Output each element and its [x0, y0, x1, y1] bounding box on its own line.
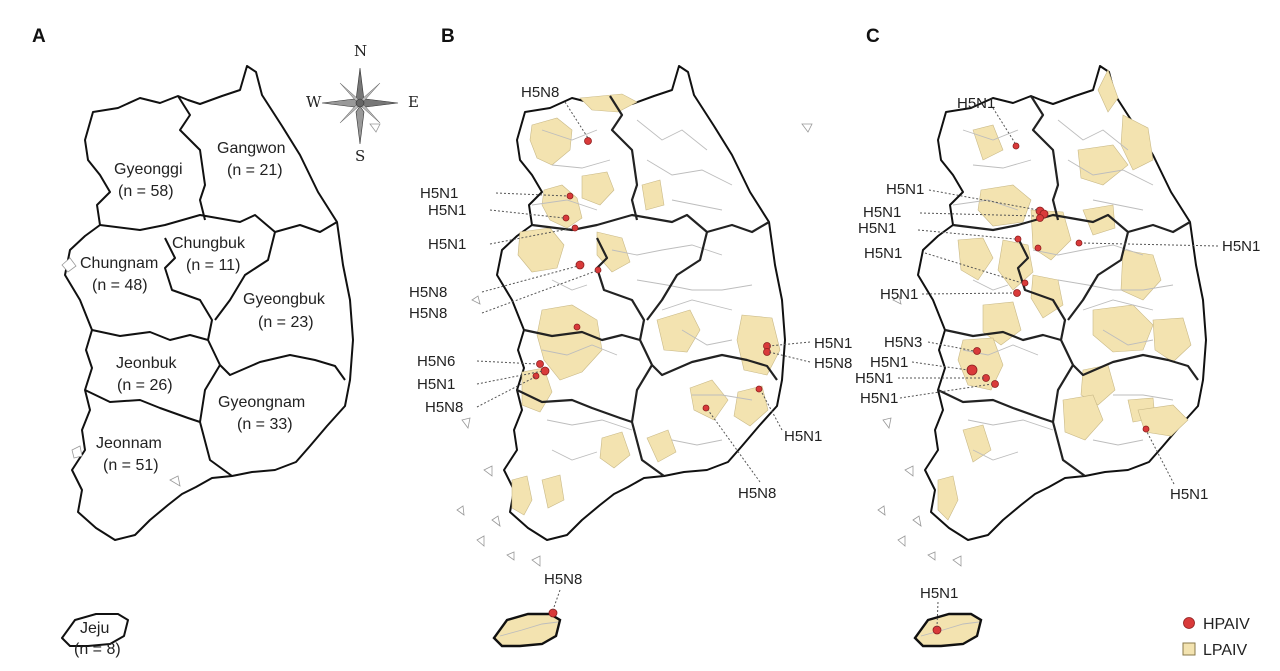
region-count-jeju: (n = 8) [74, 641, 121, 658]
annotation-b-5: H5N8 [409, 284, 447, 301]
annotation-c-10: H5N1 [855, 370, 893, 387]
annotation-c-5: H5N1 [864, 245, 902, 262]
region-count-jeonnam: (n = 51) [103, 457, 159, 474]
panel-b: B [409, 26, 852, 648]
panel-a: A Gyeonggi (n = 58) Gangwon (n = 21) Chu… [32, 26, 419, 658]
annotation-c-3: H5N1 [863, 204, 901, 221]
region-name-jeju: Jeju [80, 620, 109, 637]
annotation-c-2: H5N1 [886, 181, 924, 198]
annotation-b-1: H5N8 [521, 84, 559, 101]
compass-south: S [355, 147, 365, 165]
province-borders-b [516, 95, 778, 477]
region-name-chungnam: Chungnam [80, 255, 158, 272]
leader-lines-b [476, 101, 811, 611]
panel-letter-c: C [866, 26, 880, 47]
annotation-c-7: H5N1 [1222, 238, 1260, 255]
jeju-outline-c [913, 612, 983, 648]
region-name-gyeonggi: Gyeonggi [114, 161, 183, 178]
region-count-gyeonggi: (n = 58) [118, 183, 174, 200]
compass-north: N [354, 42, 367, 60]
annotation-c-11: H5N1 [860, 390, 898, 407]
coast-islands-a [61, 257, 181, 487]
region-count-chungbuk: (n = 11) [186, 257, 240, 274]
compass-west: W [306, 93, 322, 111]
region-name-gyeongnam: Gyeongnam [218, 394, 305, 411]
region-count-gangwon: (n = 21) [227, 162, 283, 179]
annotation-b-7: H5N6 [417, 353, 455, 370]
annotation-b-3: H5N1 [428, 202, 466, 219]
region-name-jeonbuk: Jeonbuk [116, 355, 177, 372]
annotation-b-10: H5N1 [814, 335, 852, 352]
annotation-b-9: H5N8 [425, 399, 463, 416]
panel-c: C [855, 26, 1260, 659]
dokdo-island-a [369, 123, 381, 133]
annotation-c-1: H5N1 [957, 95, 995, 112]
compass-east: E [408, 93, 419, 111]
annotation-c-12: H5N1 [1170, 486, 1208, 503]
hpaiv-points-c [932, 142, 1150, 635]
leader-lines-c [898, 107, 1219, 628]
legend-lpaiv-swatch [1182, 642, 1196, 656]
region-count-gyeongbuk: (n = 23) [258, 314, 314, 331]
region-name-gyeongbuk: Gyeongbuk [243, 291, 326, 308]
coast-islands-b [456, 123, 813, 567]
annotation-c-13: H5N1 [920, 585, 958, 602]
region-name-jeonnam: Jeonnam [96, 435, 162, 452]
province-borders-a [84, 95, 346, 477]
region-count-gyeongnam: (n = 33) [237, 416, 293, 433]
annotation-c-4: H5N1 [858, 220, 896, 237]
annotation-b-6: H5N8 [409, 305, 447, 322]
panel-letter-a: A [32, 26, 46, 47]
annotation-b-2: H5N1 [420, 185, 458, 202]
annotation-b-12: H5N1 [784, 428, 822, 445]
legend: HPAIV LPAIV [1182, 616, 1250, 659]
province-borders-c [937, 95, 1199, 477]
annotation-b-4: H5N1 [428, 236, 466, 253]
legend-hpaiv-label: HPAIV [1203, 616, 1250, 633]
hpaiv-points-b [532, 137, 771, 618]
annotation-c-8: H5N3 [884, 334, 922, 351]
legend-lpaiv-label: LPAIV [1203, 642, 1248, 659]
region-name-chungbuk: Chungbuk [172, 235, 246, 252]
district-borders-c [952, 119, 1174, 461]
region-count-chungnam: (n = 48) [92, 277, 148, 294]
annotation-c-6: H5N1 [880, 286, 918, 303]
legend-hpaiv-swatch [1183, 617, 1195, 629]
annotation-b-8: H5N1 [417, 376, 455, 393]
annotation-b-14: H5N8 [544, 571, 582, 588]
coast-islands-c [877, 295, 962, 567]
annotation-b-11: H5N8 [814, 355, 852, 372]
region-name-gangwon: Gangwon [217, 140, 286, 157]
district-borders-b [531, 119, 753, 461]
panel-letter-b: B [441, 26, 455, 47]
annotation-c-9: H5N1 [870, 354, 908, 371]
region-count-jeonbuk: (n = 26) [117, 377, 173, 394]
compass-rose-icon [321, 67, 399, 145]
annotation-b-13: H5N8 [738, 485, 776, 502]
jeju-outline-b [492, 612, 562, 648]
